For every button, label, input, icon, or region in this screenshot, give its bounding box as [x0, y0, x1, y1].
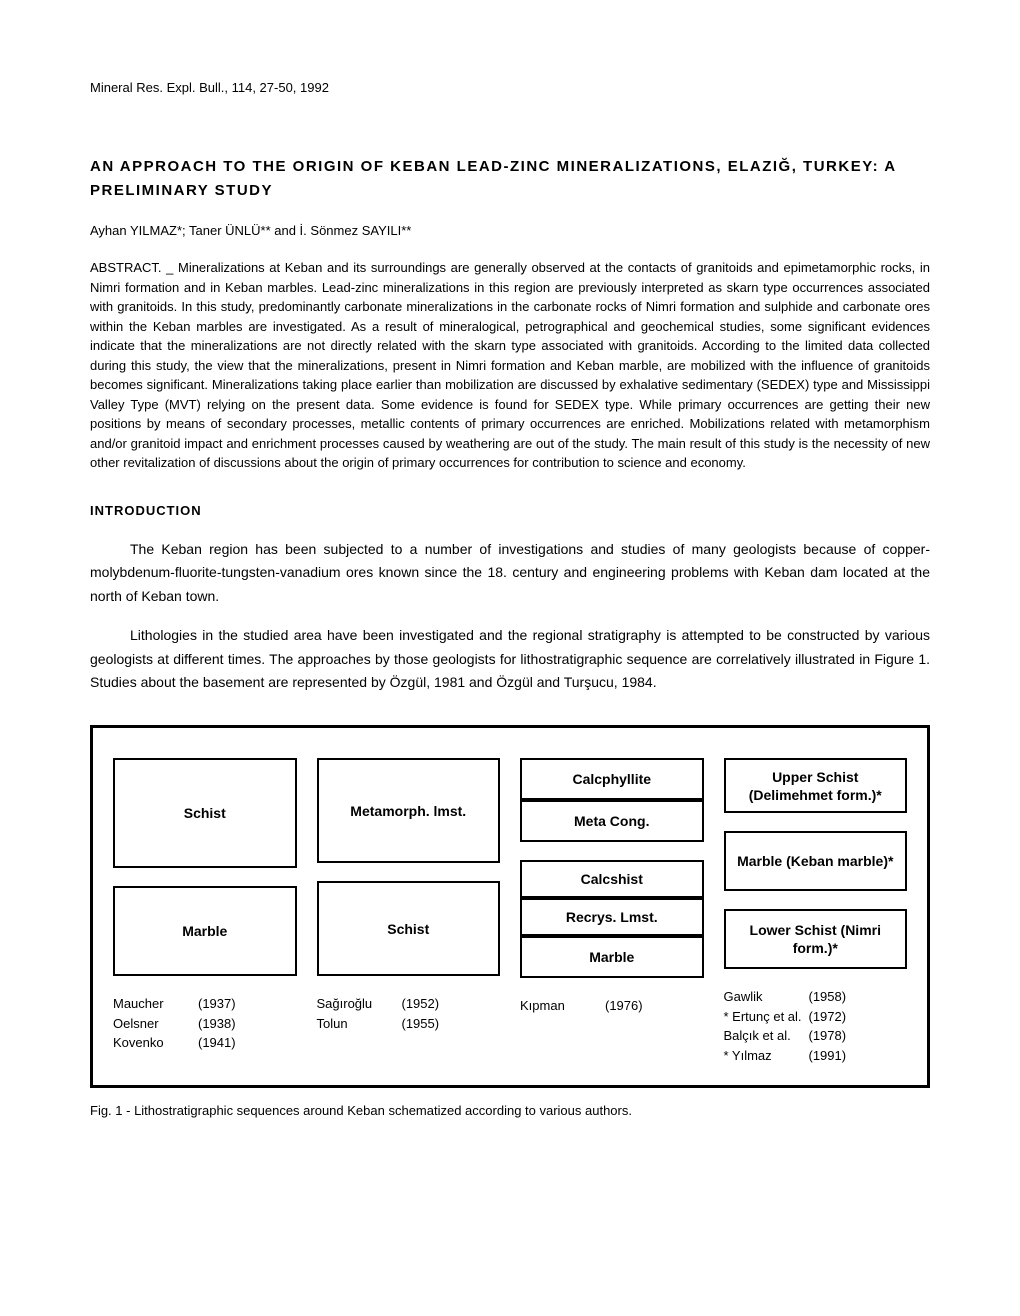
strat-box: Marble (Keban marble)*: [724, 831, 908, 891]
strat-box: Upper Schist (Delimehmet form.)*: [724, 758, 908, 813]
column-author-refs: Gawlik(1958)* Ertunç et al.(1972)Balçık …: [724, 987, 908, 1065]
author-ref-row: Kovenko(1941): [113, 1033, 297, 1053]
author-ref-row: Balçık et al.(1978): [724, 1026, 908, 1046]
author-ref-year: (1938): [198, 1014, 248, 1034]
author-ref-row: Gawlik(1958): [724, 987, 908, 1007]
intro-paragraph-1: The Keban region has been subjected to a…: [90, 538, 930, 609]
strat-gap: [724, 813, 908, 831]
author-ref-name: Maucher: [113, 994, 198, 1014]
column-author-refs: Sağıroğlu(1952)Tolun(1955): [317, 994, 501, 1033]
column-author-refs: Kıpman(1976): [520, 996, 704, 1016]
author-ref-name: Oelsner: [113, 1014, 198, 1034]
author-ref-year: (1978): [809, 1026, 859, 1046]
strat-box: Schist: [113, 758, 297, 868]
author-ref-name: Kıpman: [520, 996, 605, 1016]
strat-gap: [317, 863, 501, 881]
abstract-label: ABSTRACT. _: [90, 260, 178, 275]
strat-gap: [113, 868, 297, 886]
author-ref-row: Maucher(1937): [113, 994, 297, 1014]
section-heading-introduction: INTRODUCTION: [90, 503, 930, 518]
strat-box: Calcshist: [520, 860, 704, 898]
author-ref-name: Kovenko: [113, 1033, 198, 1053]
author-ref-row: * Yılmaz(1991): [724, 1046, 908, 1066]
author-ref-row: Sağıroğlu(1952): [317, 994, 501, 1014]
strat-box: Metamorph. lmst.: [317, 758, 501, 863]
author-ref-row: * Ertunç et al.(1972): [724, 1007, 908, 1027]
author-ref-year: (1991): [809, 1046, 859, 1066]
abstract-block: ABSTRACT. _ Mineralizations at Keban and…: [90, 258, 930, 473]
strat-box: Marble: [113, 886, 297, 976]
author-ref-year: (1972): [809, 1007, 859, 1027]
strat-column: Upper Schist (Delimehmet form.)* Marble (…: [724, 758, 908, 1065]
strat-box: Recrys. Lmst.: [520, 898, 704, 936]
strat-box: Calcphyllite: [520, 758, 704, 800]
journal-header: Mineral Res. Expl. Bull., 114, 27-50, 19…: [90, 80, 930, 95]
author-ref-name: Tolun: [317, 1014, 402, 1034]
author-ref-row: Kıpman(1976): [520, 996, 704, 1016]
strat-box: Lower Schist (Nimri form.)*: [724, 909, 908, 969]
intro-paragraph-2: Lithologies in the studied area have bee…: [90, 624, 930, 695]
column-author-refs: Maucher(1937)Oelsner(1938)Kovenko(1941): [113, 994, 297, 1053]
paper-title: AN APPROACH TO THE ORIGIN OF KEBAN LEAD-…: [90, 155, 930, 203]
author-ref-year: (1941): [198, 1033, 248, 1053]
author-ref-year: (1955): [402, 1014, 452, 1034]
author-ref-name: Gawlik: [724, 987, 809, 1007]
strat-column: Metamorph. lmst. Schist Sağıroğlu(1952)Tol…: [317, 758, 501, 1065]
author-ref-name: * Ertunç et al.: [724, 1007, 809, 1027]
strat-box: Schist: [317, 881, 501, 976]
author-ref-row: Oelsner(1938): [113, 1014, 297, 1034]
figure-1-container: SchistMarbleMaucher(1937)Oelsner(1938)Ko…: [90, 725, 930, 1088]
strat-column: CalcphylliteMeta Cong. CalcshistRecrys. L…: [520, 758, 704, 1065]
author-ref-year: (1952): [402, 994, 452, 1014]
abstract-text: Mineralizations at Keban and its surroun…: [90, 260, 930, 470]
strat-gap: [520, 842, 704, 860]
author-ref-row: Tolun(1955): [317, 1014, 501, 1034]
strat-box: Marble: [520, 936, 704, 978]
figure-1-caption: Fig. 1 - Lithostratigraphic sequences ar…: [90, 1103, 930, 1118]
strat-gap: [724, 891, 908, 909]
author-ref-year: (1976): [605, 996, 655, 1016]
strat-box: Meta Cong.: [520, 800, 704, 842]
author-ref-year: (1958): [809, 987, 859, 1007]
authors: Ayhan YILMAZ*; Taner ÜNLÜ** and İ. Sönme…: [90, 223, 930, 238]
author-ref-name: Balçık et al.: [724, 1026, 809, 1046]
author-ref-year: (1937): [198, 994, 248, 1014]
author-ref-name: * Yılmaz: [724, 1046, 809, 1066]
author-ref-name: Sağıroğlu: [317, 994, 402, 1014]
strat-column: Schist Marble Maucher(1937)Oelsner(1938)Ko…: [113, 758, 297, 1065]
figure-columns-row: SchistMarbleMaucher(1937)Oelsner(1938)Ko…: [113, 758, 907, 1065]
